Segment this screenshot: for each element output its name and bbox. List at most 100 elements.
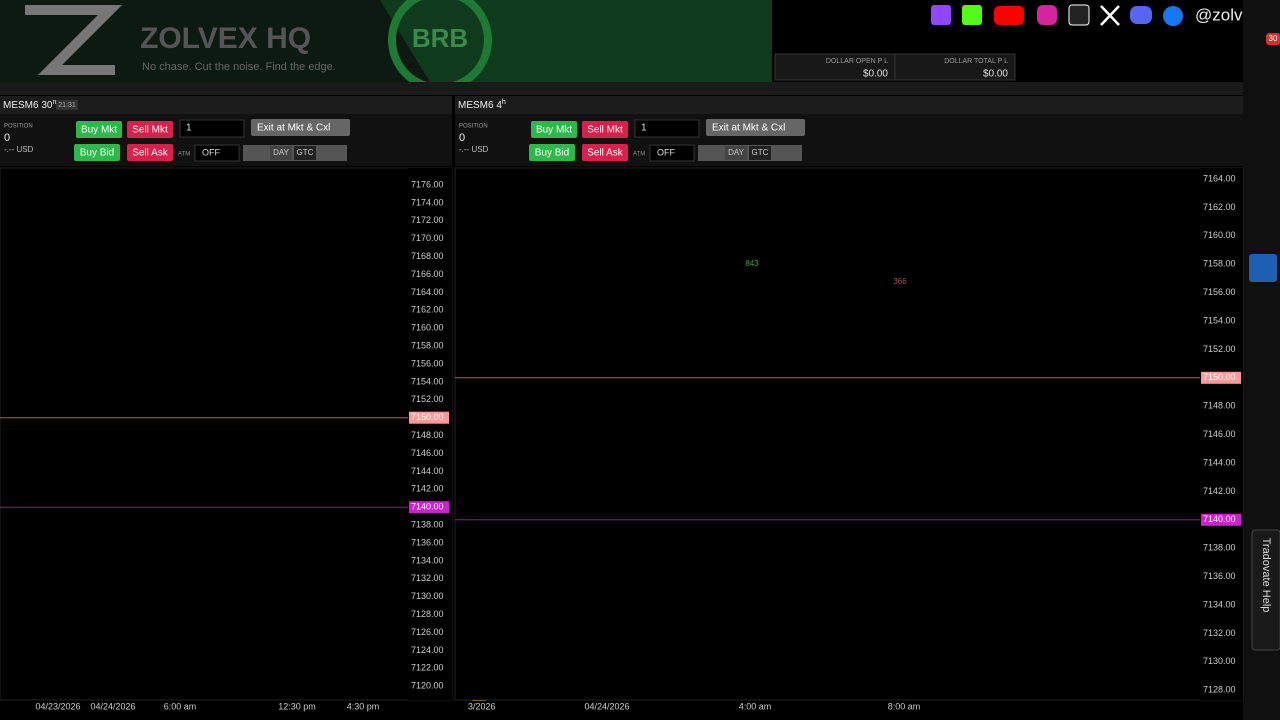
twitch-icon[interactable] <box>931 5 951 25</box>
price-tick: 7158.00 <box>1203 259 1236 269</box>
price-tick: 7164.00 <box>411 287 444 297</box>
price-tick: 7166.00 <box>411 269 444 279</box>
shield-button[interactable] <box>1249 254 1277 282</box>
time-label: 3/2026 <box>468 701 496 711</box>
tiktok-icon[interactable] <box>1068 4 1090 26</box>
price-tick: 7144.00 <box>411 466 444 476</box>
panel-title: MESM6 4h <box>458 99 506 111</box>
price-tick: 7160.00 <box>411 323 444 333</box>
order-button-label: Sell Ask <box>587 148 624 159</box>
price-marker-label: 7140.00 <box>1203 514 1236 524</box>
brand: ZOLVEX HQ <box>140 22 311 55</box>
exit-button[interactable] <box>251 119 350 136</box>
time-label: 04/24/2026 <box>584 701 629 711</box>
price-marker <box>409 501 449 514</box>
facebook-icon[interactable] <box>1163 6 1183 26</box>
price-marker-label: 7140.00 <box>411 502 444 512</box>
price-tick: 7156.00 <box>1203 287 1236 297</box>
atm-select[interactable] <box>194 144 240 162</box>
position-pnl: -.-- USD <box>459 145 489 154</box>
notif-badge <box>1266 33 1280 45</box>
price-tick: 7154.00 <box>1203 315 1236 325</box>
price-tick: 7162.00 <box>1203 202 1236 212</box>
order-button[interactable] <box>74 144 120 161</box>
price-tick: 7158.00 <box>411 340 444 350</box>
social-icons <box>931 4 1183 26</box>
price-tick: 7170.00 <box>411 233 444 243</box>
order-button[interactable] <box>582 144 628 161</box>
annotation: 843 <box>745 259 759 268</box>
panel-header <box>0 96 452 114</box>
price-tick: 7130.00 <box>411 591 444 601</box>
price-tick: 7142.00 <box>411 484 444 494</box>
discord-icon[interactable] <box>1130 6 1152 24</box>
pnl-box <box>774 53 896 81</box>
price-tick: 7146.00 <box>1203 429 1236 439</box>
time-label: 6:00 am <box>164 701 197 711</box>
tif-option[interactable] <box>270 146 292 160</box>
order-button-label: Buy Mkt <box>81 125 117 136</box>
tif-label: DAY <box>273 148 290 157</box>
tif-option[interactable] <box>725 146 747 160</box>
time-label: 04/24/2026 <box>90 701 135 711</box>
price-tick: 7160.00 <box>1203 230 1236 240</box>
price-tick: 7156.00 <box>411 358 444 368</box>
pnl-label: DOLLAR OPEN P L <box>826 58 888 65</box>
time-label: 12:30 pm <box>278 701 316 711</box>
price-tick: 7168.00 <box>411 251 444 261</box>
price-tick: 7138.00 <box>411 519 444 529</box>
order-button[interactable] <box>531 121 577 138</box>
tif-option[interactable] <box>294 146 316 160</box>
price-tick: 7176.00 <box>411 179 444 189</box>
price-marker <box>1201 371 1241 384</box>
instagram-icon[interactable] <box>1037 5 1057 25</box>
order-button[interactable] <box>529 144 575 161</box>
price-tick: 7172.00 <box>411 215 444 225</box>
banner-stripe <box>380 0 772 82</box>
kick-icon[interactable] <box>962 5 982 25</box>
atm-label: ATM <box>633 152 645 158</box>
order-button[interactable] <box>127 144 173 161</box>
order-button[interactable] <box>582 121 628 138</box>
tif-option[interactable] <box>749 146 771 160</box>
pnl-value: $0.00 <box>983 69 1008 80</box>
price-axis <box>408 168 452 700</box>
youtube-icon[interactable] <box>994 6 1024 25</box>
chart-area <box>0 167 453 701</box>
price-marker <box>1201 513 1241 526</box>
price-tick: 7174.00 <box>411 197 444 207</box>
divider <box>0 82 1243 95</box>
order-button[interactable] <box>76 121 122 138</box>
price-tick: 7120.00 <box>411 681 444 691</box>
panel-title: MESM6 30m <box>3 99 58 111</box>
order-button-label: Buy Mkt <box>536 125 572 136</box>
quantity-input[interactable] <box>179 119 245 138</box>
price-tick: 7144.00 <box>1203 457 1236 467</box>
price-tick: 7132.00 <box>1203 628 1236 638</box>
order-button[interactable] <box>127 121 173 138</box>
panel-time: 21:31 <box>58 102 76 109</box>
symbol: MESM6 4 <box>458 100 502 111</box>
exit-button[interactable] <box>706 119 805 136</box>
price-tick: 7154.00 <box>411 376 444 386</box>
help-tab[interactable] <box>1251 529 1280 651</box>
order-button-label: Sell Mkt <box>587 125 623 136</box>
annotation: 366 <box>893 277 907 286</box>
price-tick: 7128.00 <box>1203 685 1236 695</box>
price-marker-label: 7150.00 <box>411 412 444 422</box>
quantity-input[interactable] <box>634 119 700 138</box>
price-axis <box>1200 168 1243 700</box>
order-button-label: Buy Bid <box>535 148 569 159</box>
order-button-label: Sell Ask <box>132 148 169 159</box>
pnl-value: $0.00 <box>863 69 888 80</box>
price-tick: 7136.00 <box>411 537 444 547</box>
order-button-label: Buy Bid <box>80 148 114 159</box>
atm-select[interactable] <box>649 144 695 162</box>
logo <box>25 5 123 75</box>
time-label: 4:00 am <box>739 701 772 711</box>
pnl-box <box>894 53 1016 81</box>
interval-unit: m <box>52 99 58 106</box>
x-icon[interactable] <box>1100 5 1120 26</box>
time-label: 04/23/2026 <box>35 701 80 711</box>
